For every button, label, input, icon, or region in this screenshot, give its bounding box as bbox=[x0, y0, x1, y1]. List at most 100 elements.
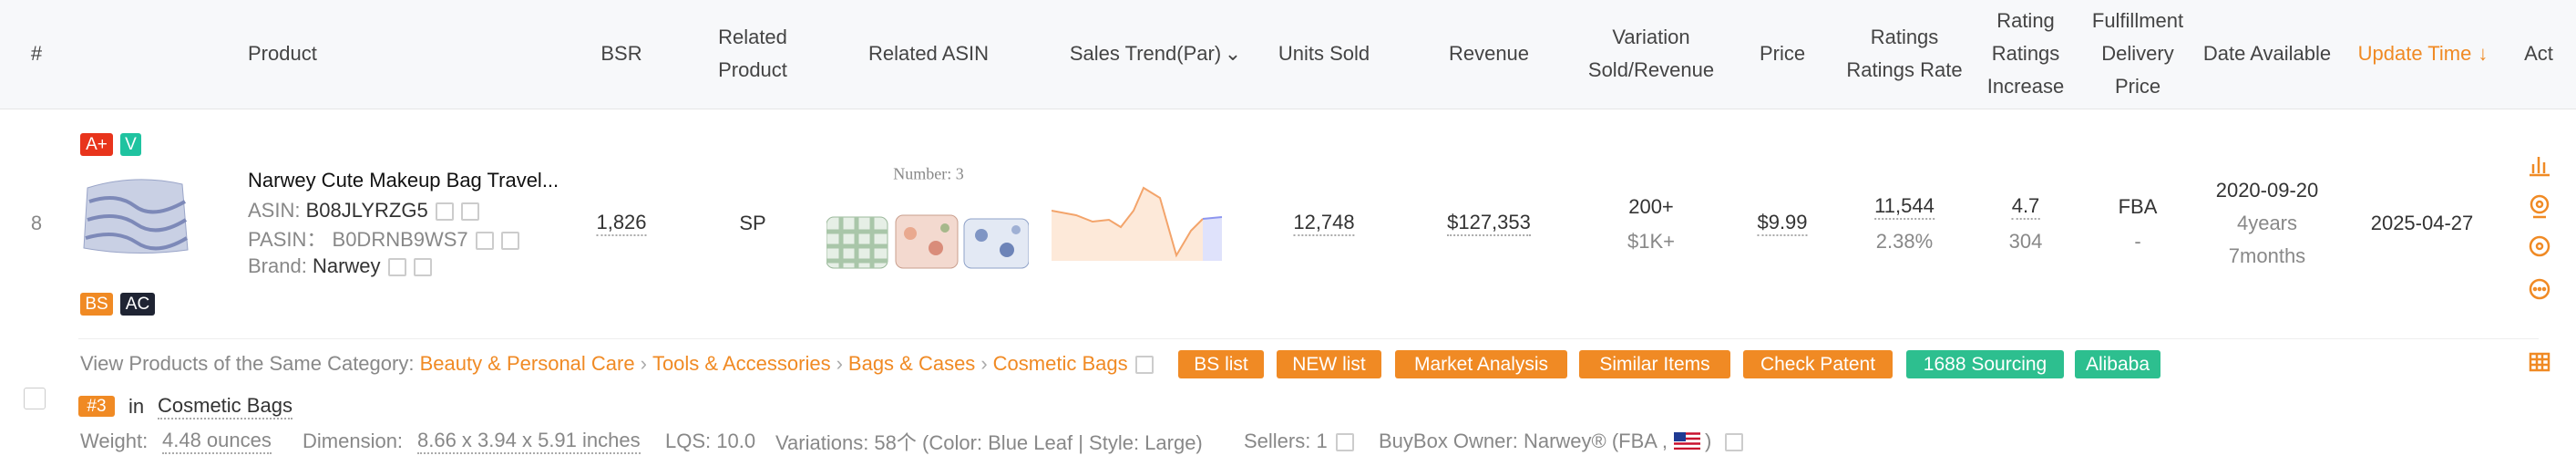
sort-arrow[interactable]: ↓ bbox=[2478, 42, 2489, 65]
copy-icon[interactable] bbox=[475, 232, 494, 251]
related-product: SP bbox=[739, 212, 766, 234]
link-icon[interactable] bbox=[460, 202, 479, 222]
age-years: 4years bbox=[2236, 212, 2298, 234]
brand-line: Brand: Narwey bbox=[248, 254, 432, 278]
button[interactable]: Similar Items bbox=[1579, 350, 1730, 378]
header-line: Rating bbox=[1996, 9, 2055, 32]
column-header: Related Product bbox=[718, 21, 787, 87]
related-image[interactable] bbox=[826, 216, 888, 269]
update-time: 2025-04-27 bbox=[2370, 212, 2474, 234]
weight-label: Weight: bbox=[80, 430, 149, 452]
price: $9.99 bbox=[1757, 211, 1808, 236]
revenue: $127,353 bbox=[1447, 211, 1531, 236]
dimension: 8.66 x 3.94 x 5.91 inches bbox=[417, 429, 641, 454]
link-icon[interactable] bbox=[413, 258, 432, 277]
pasin-line: PASIN： B0DRNB9WS7 bbox=[248, 223, 519, 253]
column-header: Ratings Ratings Rate bbox=[1846, 21, 1962, 87]
rank-in: in bbox=[128, 395, 145, 418]
label: PASIN： bbox=[248, 228, 327, 251]
checkbox[interactable] bbox=[24, 388, 46, 409]
category-link[interactable]: Tools & Accessories bbox=[652, 352, 831, 375]
date-available: 2020-09-20 bbox=[2215, 179, 2319, 202]
product-image bbox=[83, 179, 189, 254]
column-header: Rating Ratings Increase bbox=[1987, 5, 2064, 103]
label: ASIN: bbox=[248, 199, 301, 222]
category-bar: View Products of the Same Category: Beau… bbox=[80, 352, 1154, 376]
header-line: Act bbox=[2524, 42, 2553, 65]
sales-trend[interactable] bbox=[1052, 182, 1225, 261]
button[interactable]: NEW list bbox=[1277, 350, 1381, 378]
separator: › bbox=[980, 352, 988, 375]
related-count: Number: 3 bbox=[893, 164, 964, 183]
asin-line: ASIN: B08JLYRZG5 bbox=[248, 199, 479, 223]
location-icon[interactable] bbox=[2530, 194, 2550, 219]
header-line: Related ASIN bbox=[867, 42, 990, 65]
button[interactable]: Check Patent bbox=[1743, 350, 1893, 378]
column-header: BSR bbox=[600, 37, 641, 70]
column-header: Sales Trend(Par) ⌄ bbox=[1069, 37, 1241, 70]
ratings: 11,544 bbox=[1874, 194, 1935, 220]
fulfillment: FBA bbox=[2118, 195, 2158, 218]
badge: V bbox=[120, 133, 141, 156]
rank-category[interactable]: Cosmetic Bags bbox=[158, 394, 292, 419]
column-header: Variation Sold/Revenue bbox=[1588, 21, 1714, 87]
category-link[interactable]: Beauty & Personal Care bbox=[419, 352, 635, 375]
chart-icon[interactable] bbox=[2530, 157, 2550, 177]
header-line: Ratings bbox=[1991, 42, 2060, 65]
header-line: Variation bbox=[1612, 26, 1690, 48]
column-header: Act bbox=[2524, 37, 2553, 70]
separator: › bbox=[640, 352, 647, 375]
pasin: B0DRNB9WS7 bbox=[332, 228, 468, 251]
more-icon[interactable] bbox=[2529, 278, 2550, 300]
header-line: # bbox=[30, 42, 43, 65]
related-images bbox=[826, 214, 1029, 269]
copy-icon[interactable] bbox=[387, 258, 406, 277]
category-path: Beauty & Personal Care › Tools & Accessori… bbox=[420, 352, 1128, 375]
target-icon[interactable] bbox=[2529, 235, 2550, 257]
link-icon[interactable] bbox=[1134, 356, 1154, 375]
button[interactable]: 1688 Sourcing bbox=[1906, 350, 2064, 378]
header-line: Increase bbox=[1986, 75, 2065, 98]
weight: 4.48 ounces bbox=[162, 429, 272, 454]
header-line: Sales Trend(Par) bbox=[1069, 42, 1222, 65]
sellers: Sellers: 1 bbox=[1244, 430, 1328, 452]
column-header: Fulfillment Delivery Price bbox=[2092, 5, 2183, 103]
units-sold: 12,748 bbox=[1293, 211, 1355, 236]
header-line: Delivery bbox=[2101, 42, 2174, 65]
button[interactable]: BS list bbox=[1178, 350, 1264, 378]
header-line: Price bbox=[1759, 42, 1806, 65]
related-image[interactable] bbox=[963, 218, 1029, 269]
header-line: Revenue bbox=[1448, 42, 1530, 65]
header-line: Sold/Revenue bbox=[1587, 58, 1715, 81]
product-title[interactable]: Narwey Cute Makeup Bag Travel... bbox=[248, 169, 559, 192]
action-icons bbox=[2529, 157, 2550, 372]
delivery-price: - bbox=[2134, 230, 2141, 253]
lqs: LQS: 10.0 bbox=[665, 430, 756, 452]
header-line: BSR bbox=[600, 42, 642, 65]
button[interactable]: Market Analysis bbox=[1395, 350, 1567, 378]
ratings-rate: 2.38% bbox=[1875, 230, 1934, 253]
column-header: Price bbox=[1760, 37, 1805, 70]
table-icon[interactable] bbox=[2529, 352, 2550, 372]
divider bbox=[78, 338, 2539, 339]
header-line: Update Time bbox=[2357, 42, 2472, 65]
badge: BS bbox=[80, 293, 113, 316]
header-bg bbox=[0, 0, 2576, 109]
category-link[interactable]: Cosmetic Bags bbox=[992, 352, 1128, 375]
rating: 4.7 bbox=[2011, 194, 2040, 220]
related-image[interactable] bbox=[895, 214, 959, 269]
category-link[interactable]: Bags & Cases bbox=[847, 352, 976, 375]
header-line: Fulfillment bbox=[2091, 9, 2184, 32]
column-header: Revenue bbox=[1449, 37, 1529, 70]
button[interactable]: Alibaba bbox=[2075, 350, 2160, 378]
separator: › bbox=[836, 352, 843, 375]
copy-icon[interactable] bbox=[435, 202, 454, 222]
link-icon[interactable] bbox=[500, 232, 519, 251]
column-header: Update Time ↓ bbox=[2357, 37, 2489, 70]
link-icon[interactable] bbox=[1336, 433, 1354, 451]
chevron[interactable]: ⌄ bbox=[1224, 42, 1242, 65]
bsr: 1,826 bbox=[596, 211, 647, 236]
link-icon[interactable] bbox=[1725, 433, 1743, 451]
row-index: 8 bbox=[30, 212, 43, 234]
